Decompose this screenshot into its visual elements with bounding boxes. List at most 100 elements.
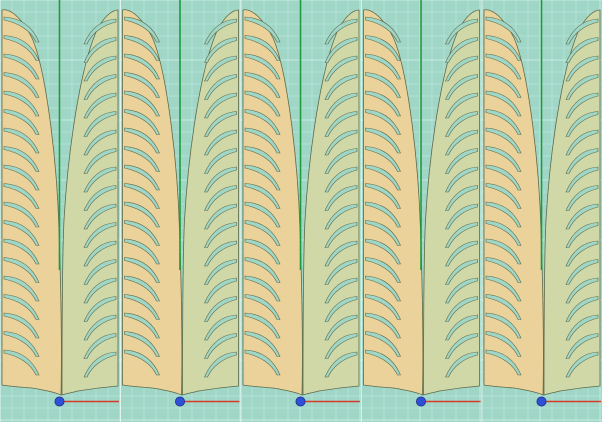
- curved-slot: [485, 257, 522, 283]
- curved-slot: [124, 164, 160, 191]
- right-leaf-panel[interactable]: [61, 9, 119, 396]
- curved-slot: [565, 333, 599, 359]
- curved-slot: [3, 183, 40, 209]
- curved-slot: [83, 351, 117, 378]
- model-tile[interactable]: [240, 0, 360, 422]
- curved-slot: [204, 129, 237, 156]
- model-tile[interactable]: [0, 0, 119, 422]
- curved-slot: [83, 240, 117, 267]
- curved-slot: [565, 148, 599, 174]
- right-leaf-panel[interactable]: [543, 9, 601, 396]
- curved-slot: [485, 220, 522, 246]
- curved-slot: [565, 37, 599, 63]
- curved-slot: [204, 92, 237, 119]
- curved-slot: [324, 166, 358, 193]
- curved-slot: [445, 259, 478, 285]
- curved-slot: [83, 259, 117, 285]
- curved-slot: [204, 37, 237, 63]
- curved-slot: [83, 55, 117, 82]
- model-tile[interactable]: [481, 0, 601, 422]
- curved-slot: [565, 296, 599, 322]
- curved-slot: [83, 129, 117, 156]
- curved-slot: [204, 166, 237, 193]
- curved-slot: [485, 16, 522, 43]
- left-leaf-panel[interactable]: [242, 9, 303, 396]
- curved-slot: [365, 201, 401, 228]
- left-leaf-panel[interactable]: [122, 9, 183, 396]
- origin-marker-icon[interactable]: [536, 396, 547, 407]
- origin-marker-icon[interactable]: [295, 396, 306, 407]
- curved-slot: [204, 277, 237, 304]
- curved-slot: [244, 35, 281, 61]
- curved-slot: [565, 18, 599, 45]
- curved-slot: [83, 166, 117, 193]
- origin-marker-icon[interactable]: [54, 396, 65, 407]
- curved-slot: [244, 127, 281, 154]
- left-leaf-panel[interactable]: [1, 9, 62, 396]
- left-leaf-panel[interactable]: [483, 9, 544, 396]
- curved-slot: [445, 222, 478, 248]
- curved-slot: [365, 294, 401, 320]
- curved-slot: [124, 72, 160, 98]
- curved-slot: [324, 351, 358, 378]
- curved-slot: [204, 55, 237, 82]
- left-leaf-panel[interactable]: [363, 9, 424, 396]
- curved-slot: [365, 146, 401, 172]
- curved-slot: [204, 148, 237, 174]
- curved-slot: [445, 314, 478, 341]
- curved-slot: [83, 92, 117, 119]
- curved-slot: [244, 294, 281, 320]
- curved-slot: [83, 203, 117, 230]
- curved-slot: [244, 275, 281, 302]
- curved-slot: [365, 127, 401, 154]
- curved-slot: [565, 129, 599, 156]
- curved-slot: [3, 349, 40, 376]
- curved-slot: [244, 201, 281, 228]
- curved-slot: [445, 111, 478, 137]
- curved-slot: [365, 72, 401, 98]
- curved-slot: [565, 166, 599, 193]
- curved-slot: [3, 146, 40, 172]
- curved-slot: [565, 55, 599, 82]
- curved-slot: [204, 18, 237, 45]
- curved-slot: [365, 312, 401, 339]
- right-leaf-panel[interactable]: [182, 9, 239, 396]
- model-tile[interactable]: [120, 0, 240, 422]
- curved-slot: [204, 74, 237, 100]
- curved-slot: [324, 277, 358, 304]
- curved-slot: [365, 349, 401, 376]
- right-leaf-panel[interactable]: [423, 9, 480, 396]
- origin-marker-icon[interactable]: [175, 396, 186, 407]
- curved-slot: [365, 331, 401, 357]
- curved-slot: [445, 333, 478, 359]
- curved-slot: [445, 296, 478, 322]
- curved-slot: [485, 35, 522, 61]
- curved-slot: [485, 164, 522, 191]
- curved-slot: [565, 240, 599, 267]
- curved-slot: [204, 203, 237, 230]
- curved-slot: [565, 222, 599, 248]
- curved-slot: [445, 166, 478, 193]
- curved-slot: [83, 314, 117, 341]
- curved-slot: [445, 148, 478, 174]
- curved-slot: [124, 312, 160, 339]
- curved-slot: [324, 314, 358, 341]
- curved-slot: [324, 55, 358, 82]
- curved-slot: [324, 18, 358, 45]
- curved-slot: [3, 16, 40, 43]
- curved-slot: [365, 183, 401, 209]
- origin-marker-icon[interactable]: [416, 396, 427, 407]
- curved-slot: [204, 351, 237, 378]
- curved-slot: [244, 16, 281, 43]
- curved-slot: [365, 275, 401, 302]
- model-tile[interactable]: [361, 0, 481, 422]
- curved-slot: [324, 92, 358, 119]
- curved-slot: [565, 185, 599, 211]
- curved-slot: [324, 222, 358, 248]
- curved-slot: [124, 294, 160, 320]
- right-leaf-panel[interactable]: [302, 9, 360, 396]
- curved-slot: [244, 331, 281, 357]
- curved-slot: [365, 109, 401, 135]
